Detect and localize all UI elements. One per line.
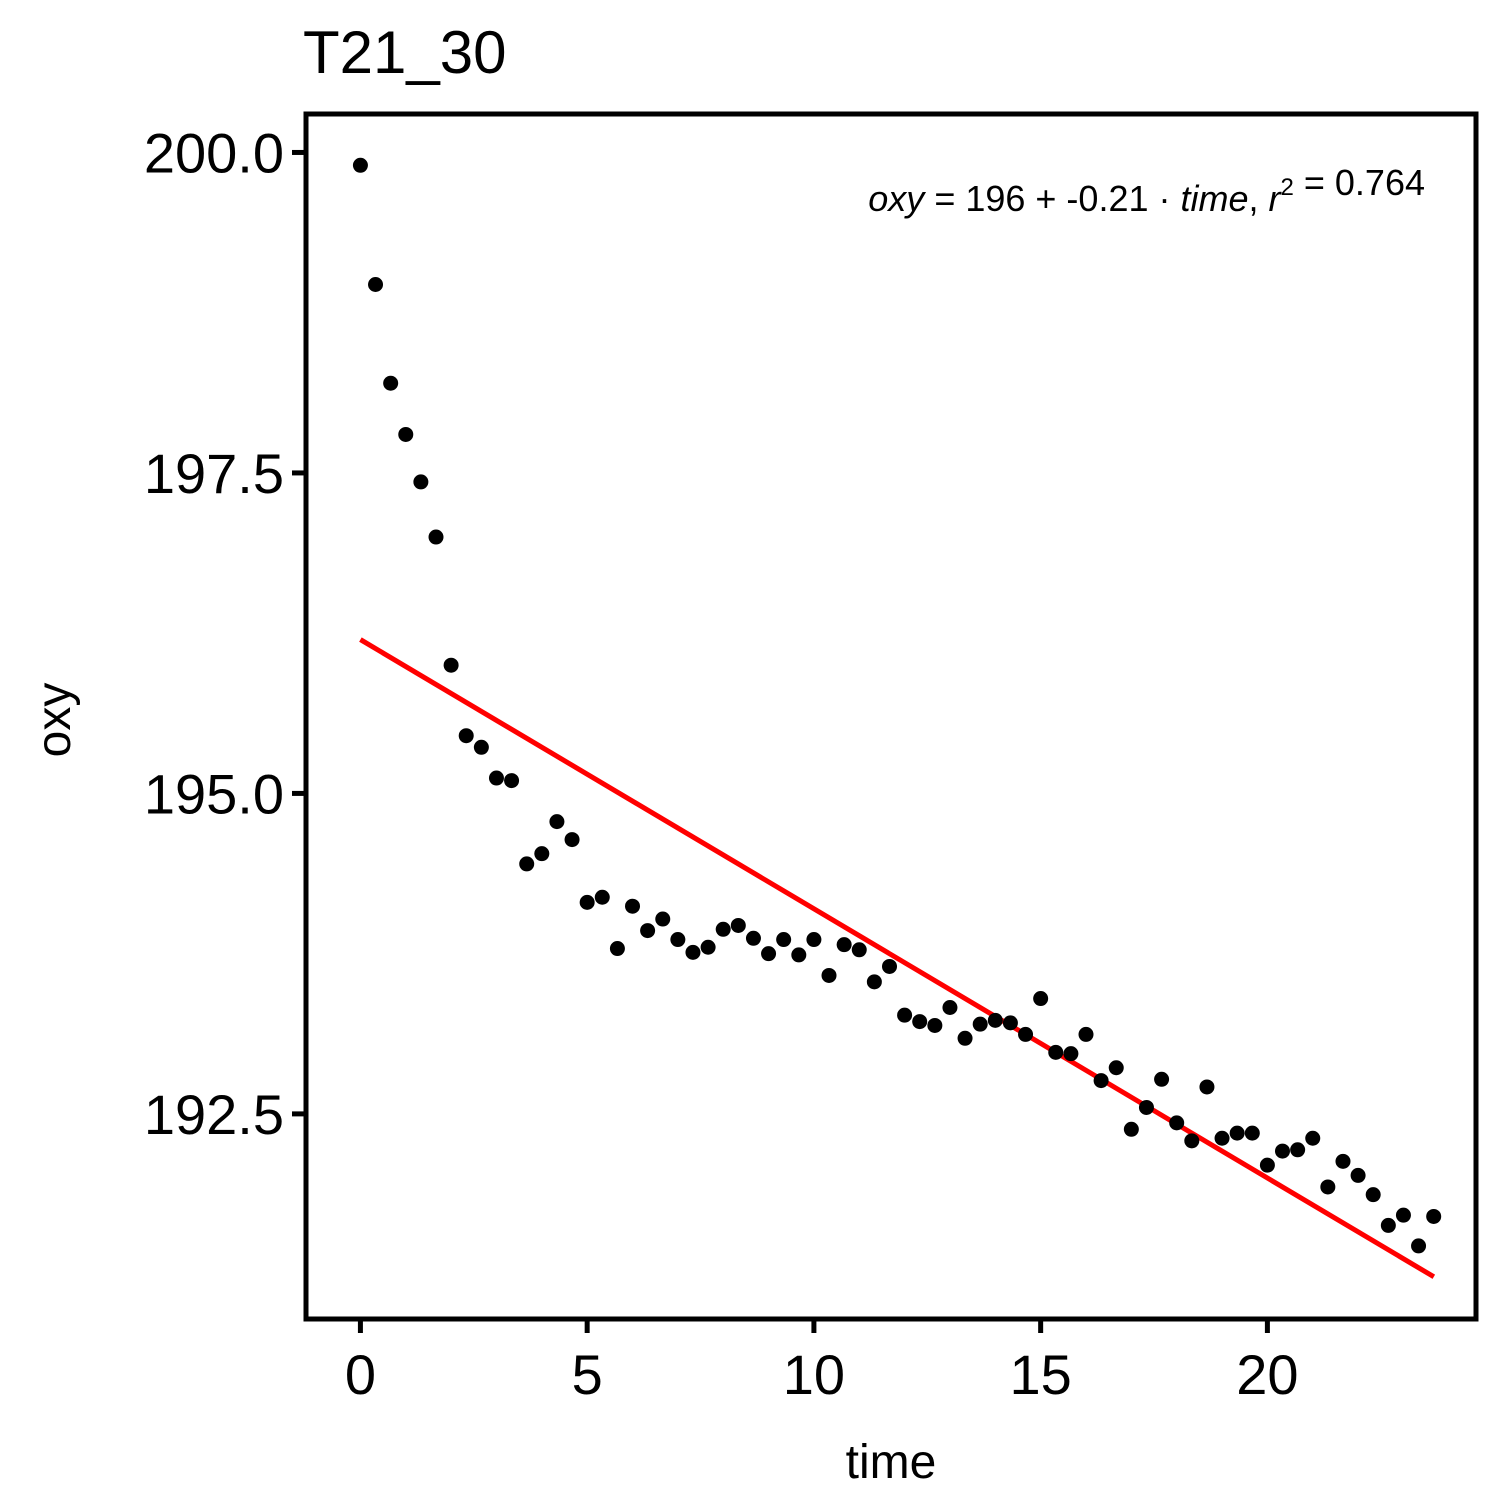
y-tick-label: 200.0 — [144, 121, 284, 184]
data-point — [428, 529, 444, 545]
data-point — [1108, 1060, 1124, 1076]
data-point — [352, 157, 368, 173]
data-point — [1335, 1153, 1351, 1169]
data-point — [473, 739, 489, 755]
data-point — [1426, 1208, 1442, 1224]
data-point — [1244, 1125, 1260, 1141]
data-point — [1411, 1238, 1427, 1254]
data-point — [1214, 1130, 1230, 1146]
data-point — [972, 1016, 988, 1032]
data-point — [413, 474, 429, 490]
data-point — [488, 770, 504, 786]
equation-part: time — [1180, 178, 1248, 219]
equation-superscript: 2 — [1281, 174, 1294, 201]
data-point — [519, 856, 535, 872]
data-point — [368, 276, 384, 292]
data-point — [957, 1030, 973, 1046]
regression-line — [359, 637, 1436, 1279]
data-point — [927, 1017, 943, 1033]
x-axis: 0 5 10 15 20 — [345, 1319, 1299, 1406]
data-point — [549, 814, 565, 830]
data-point — [1169, 1115, 1185, 1131]
data-point — [791, 947, 807, 963]
data-point — [776, 932, 792, 948]
data-point — [564, 832, 580, 848]
data-point — [1259, 1157, 1275, 1173]
data-point — [1063, 1046, 1079, 1062]
data-point — [594, 889, 610, 905]
data-point — [912, 1014, 928, 1030]
data-point — [1093, 1073, 1109, 1089]
data-point — [1184, 1133, 1200, 1149]
regression-equation: oxy = 196 + -0.21 · time, r2 = 0.764 — [868, 162, 1425, 219]
data-point — [761, 946, 777, 962]
data-point — [806, 932, 822, 948]
equation-part: = 196 + -0.21 · — [924, 178, 1180, 219]
equation-part: , — [1249, 178, 1269, 219]
equation-part: r — [1269, 178, 1283, 219]
data-point — [1350, 1167, 1366, 1183]
data-point — [1123, 1121, 1139, 1137]
data-point — [1229, 1125, 1245, 1141]
plot-panel — [303, 111, 1479, 1322]
data-point — [1365, 1187, 1381, 1203]
data-point — [655, 911, 671, 927]
data-point — [942, 999, 958, 1015]
data-point — [609, 941, 625, 957]
x-tick-label: 0 — [345, 1343, 376, 1406]
y-tick-label: 195.0 — [144, 762, 284, 825]
data-point — [836, 937, 852, 953]
data-point — [1305, 1130, 1321, 1146]
data-point — [640, 923, 656, 939]
data-point — [504, 773, 520, 789]
y-tick-label: 197.5 — [144, 442, 284, 505]
x-tick-label: 15 — [1010, 1343, 1072, 1406]
data-point — [1138, 1099, 1154, 1115]
x-tick-label: 20 — [1236, 1343, 1298, 1406]
equation-part: = 0.764 — [1294, 162, 1425, 203]
data-point — [700, 939, 716, 955]
fit-layer — [359, 637, 1436, 1279]
x-tick-label: 5 — [572, 1343, 603, 1406]
data-point — [579, 894, 595, 910]
data-point — [1048, 1044, 1064, 1060]
data-point — [625, 898, 641, 914]
data-point — [882, 958, 898, 974]
y-tick-label: 192.5 — [144, 1083, 284, 1146]
chart-title: T21_30 — [303, 19, 507, 86]
data-points — [352, 157, 1442, 1254]
data-point — [1018, 1026, 1034, 1042]
data-point — [670, 932, 686, 948]
data-point — [443, 657, 459, 673]
equation-part: oxy — [868, 178, 926, 219]
data-point — [1033, 991, 1049, 1007]
data-point — [534, 846, 550, 862]
data-point — [1380, 1217, 1396, 1233]
data-point — [866, 974, 882, 990]
data-point — [1078, 1026, 1094, 1042]
data-point — [987, 1012, 1003, 1028]
data-point — [458, 728, 474, 744]
data-point — [821, 967, 837, 983]
data-point — [1154, 1071, 1170, 1087]
data-point — [851, 942, 867, 958]
x-axis-title: time — [846, 1436, 937, 1489]
data-point — [685, 944, 701, 960]
y-axis-title: oxy — [28, 683, 81, 758]
data-point — [897, 1007, 913, 1023]
data-point — [1002, 1015, 1018, 1031]
x-tick-label: 10 — [783, 1343, 845, 1406]
data-point — [1199, 1079, 1215, 1095]
data-point — [1320, 1179, 1336, 1195]
data-point — [1395, 1207, 1411, 1223]
data-point — [715, 921, 731, 937]
data-point — [730, 917, 746, 933]
data-point — [383, 375, 399, 391]
data-point — [1274, 1143, 1290, 1159]
data-point — [398, 426, 414, 442]
data-point — [1290, 1142, 1306, 1158]
y-axis: 192.5 195.0 197.5 200.0 — [144, 121, 306, 1146]
data-point — [745, 930, 761, 946]
